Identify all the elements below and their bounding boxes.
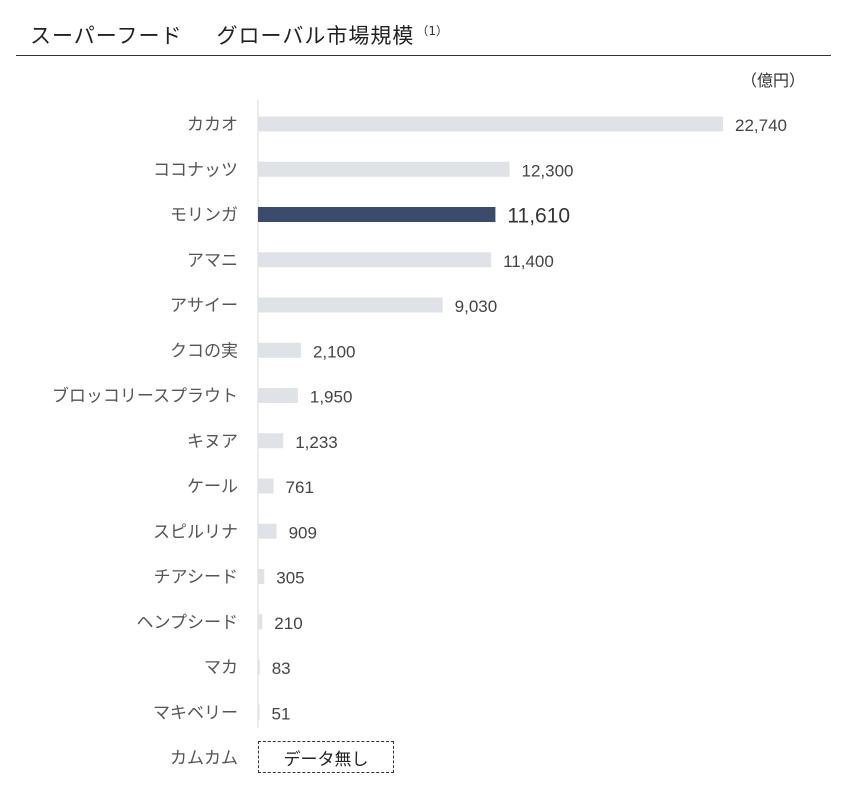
value-label: 11,400 [503, 252, 554, 271]
value-label: 11,610 [507, 205, 570, 228]
category-label: アサイー [170, 296, 238, 316]
category-label: モリンガ [170, 206, 238, 226]
category-label: カカオ [187, 115, 238, 135]
value-label: 909 [289, 523, 317, 542]
bar [258, 388, 298, 403]
unit-label: （億円） [740, 71, 805, 90]
category-label: クコの実 [170, 341, 238, 361]
bar [258, 342, 301, 358]
category-label: ヘンプシード [137, 613, 239, 633]
value-label: 2,100 [313, 342, 356, 361]
bar [258, 297, 443, 313]
bar [258, 478, 274, 494]
title-footnote-marker: （1） [416, 24, 448, 38]
category-label: マカ [204, 658, 238, 678]
value-label: 12,300 [522, 161, 574, 180]
value-label: 1,950 [310, 388, 353, 407]
bar [258, 704, 260, 720]
value-label: 761 [286, 478, 314, 497]
category-label: ブロッコリースプラウト [52, 386, 238, 407]
title-divider [16, 55, 831, 56]
bar [258, 161, 510, 177]
category-label: スピルリナ [153, 522, 238, 542]
bar [258, 523, 277, 539]
category-label: ココナッツ [153, 160, 238, 180]
value-label: 83 [272, 659, 291, 678]
bar [258, 614, 263, 630]
value-label: 22,740 [735, 116, 787, 135]
value-label: 1,233 [295, 433, 338, 452]
title-main: スーパーフード [30, 24, 183, 48]
bar [258, 659, 260, 675]
category-label: マキベリー [153, 703, 238, 723]
bar-highlight [258, 207, 496, 222]
bar [258, 433, 284, 449]
no-data-box: データ無し [258, 741, 394, 773]
category-label: チアシード [154, 568, 238, 588]
category-label: アマニ [187, 251, 238, 271]
chart-title: スーパーフード グローバル市場規模 （1） [30, 20, 448, 50]
bar [258, 569, 265, 584]
no-data-label: データ無し [283, 749, 369, 770]
bar [258, 116, 723, 132]
value-label: 9,030 [455, 297, 498, 316]
value-label: 51 [272, 704, 291, 723]
category-label: キヌア [187, 432, 238, 452]
category-label: カムカム [170, 749, 238, 769]
value-label: 305 [276, 569, 304, 588]
category-label: ケール [187, 477, 238, 497]
bar [258, 252, 492, 268]
title-subtitle: グローバル市場規模 [216, 24, 415, 48]
value-label: 210 [274, 614, 302, 633]
